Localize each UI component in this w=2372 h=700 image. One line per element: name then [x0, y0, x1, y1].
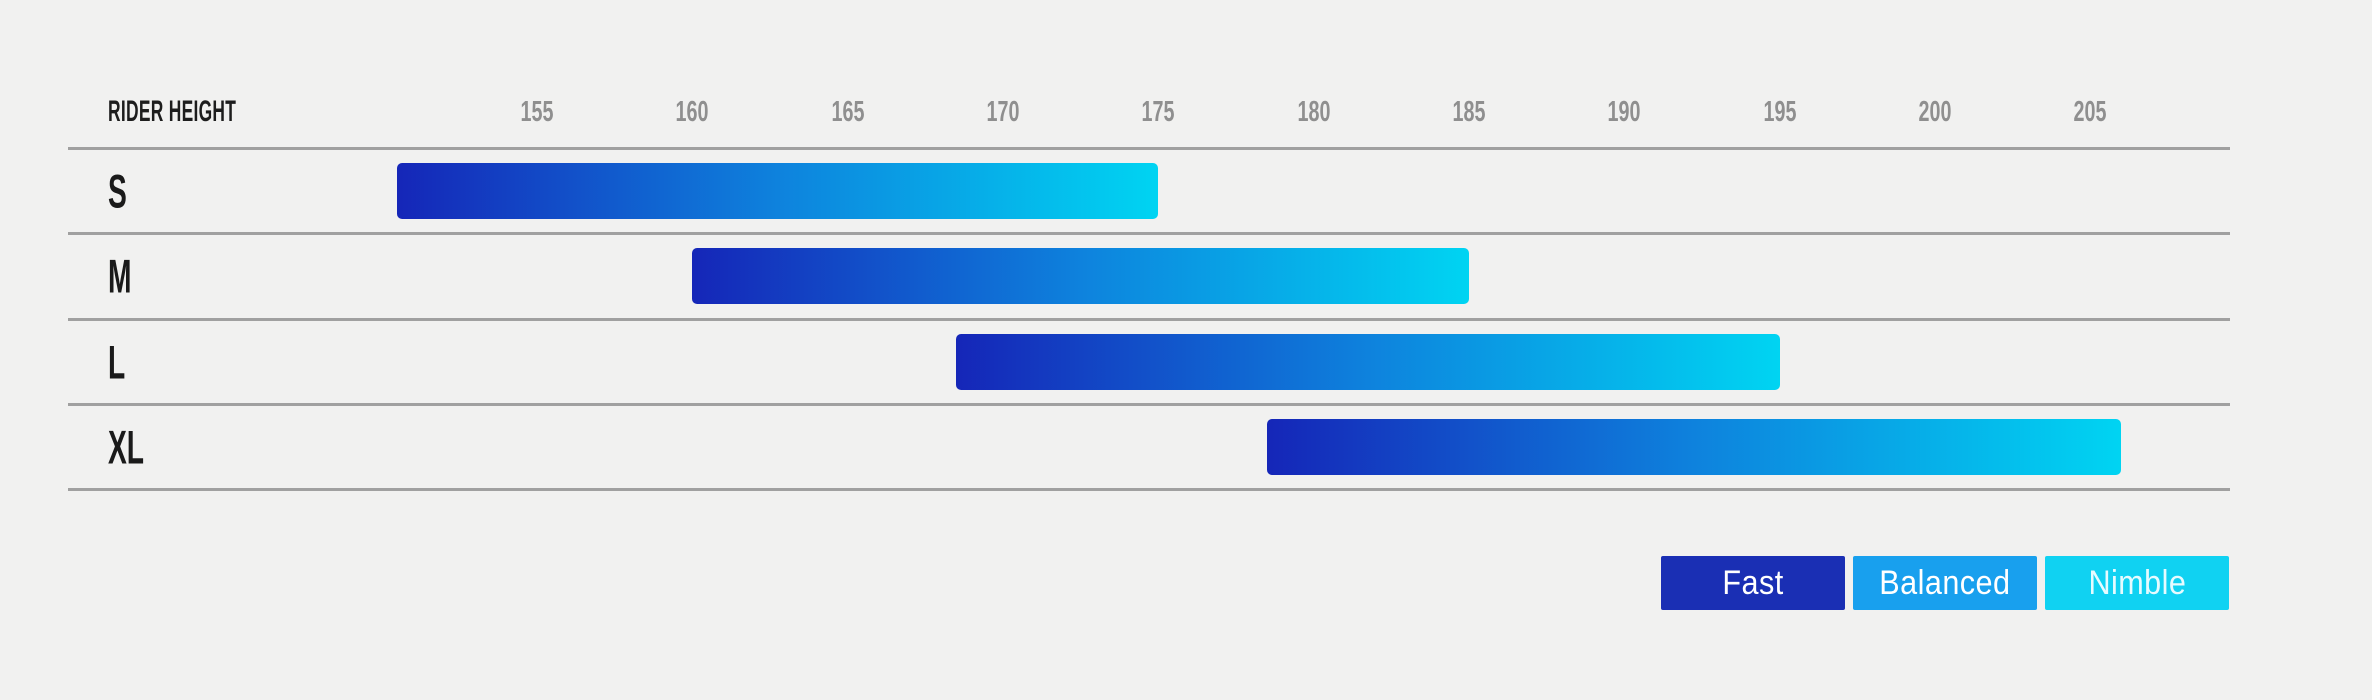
height-range-bar-m: [692, 248, 1469, 305]
size-label-xl: XL: [108, 420, 145, 474]
axis-tick-label: 200: [1918, 96, 1952, 128]
legend-item-nimble: Nimble: [2045, 556, 2229, 610]
height-range-bar-xl: [1267, 418, 2122, 475]
axis-tick-label: 195: [1763, 96, 1797, 128]
axis-tick-label: 155: [520, 96, 554, 128]
size-label-m: M: [108, 249, 132, 303]
size-label-l: L: [108, 335, 126, 389]
legend-label: Nimble: [2088, 563, 2186, 602]
axis-tick-label: 205: [2073, 96, 2107, 128]
axis-tick-label: 175: [1141, 96, 1175, 128]
axis-tick-label: 185: [1452, 96, 1486, 128]
size-rows: S M L XL: [68, 147, 2230, 491]
size-label-s: S: [108, 164, 127, 218]
axis-tick-label: 180: [1297, 96, 1331, 128]
size-row-s: S: [68, 147, 2230, 232]
chart-area: RIDER HEIGHT 155 160 165 170 175 180 185 190 195…: [68, 0, 2230, 700]
axis-header: RIDER HEIGHT 155 160 165 170 175 180 185 190 195…: [68, 0, 2230, 147]
legend: Fast Balanced Nimble: [1661, 556, 2229, 610]
legend-label: Fast: [1722, 563, 1784, 602]
size-row-xl: XL: [68, 402, 2230, 488]
axis-tick-label: 165: [831, 96, 865, 128]
axis-tick-label: 160: [675, 96, 709, 128]
legend-label: Balanced: [1879, 563, 2011, 602]
size-row-l: L: [68, 317, 2230, 403]
height-range-bar-l: [956, 333, 1780, 390]
legend-item-balanced: Balanced: [1853, 556, 2037, 610]
axis-title: RIDER HEIGHT: [108, 95, 237, 128]
legend-item-fast: Fast: [1661, 556, 1845, 610]
height-range-bar-s: [397, 163, 1159, 219]
axis-tick-label: 170: [986, 96, 1020, 128]
size-row-m: M: [68, 232, 2230, 317]
axis-tick-label: 190: [1607, 96, 1641, 128]
